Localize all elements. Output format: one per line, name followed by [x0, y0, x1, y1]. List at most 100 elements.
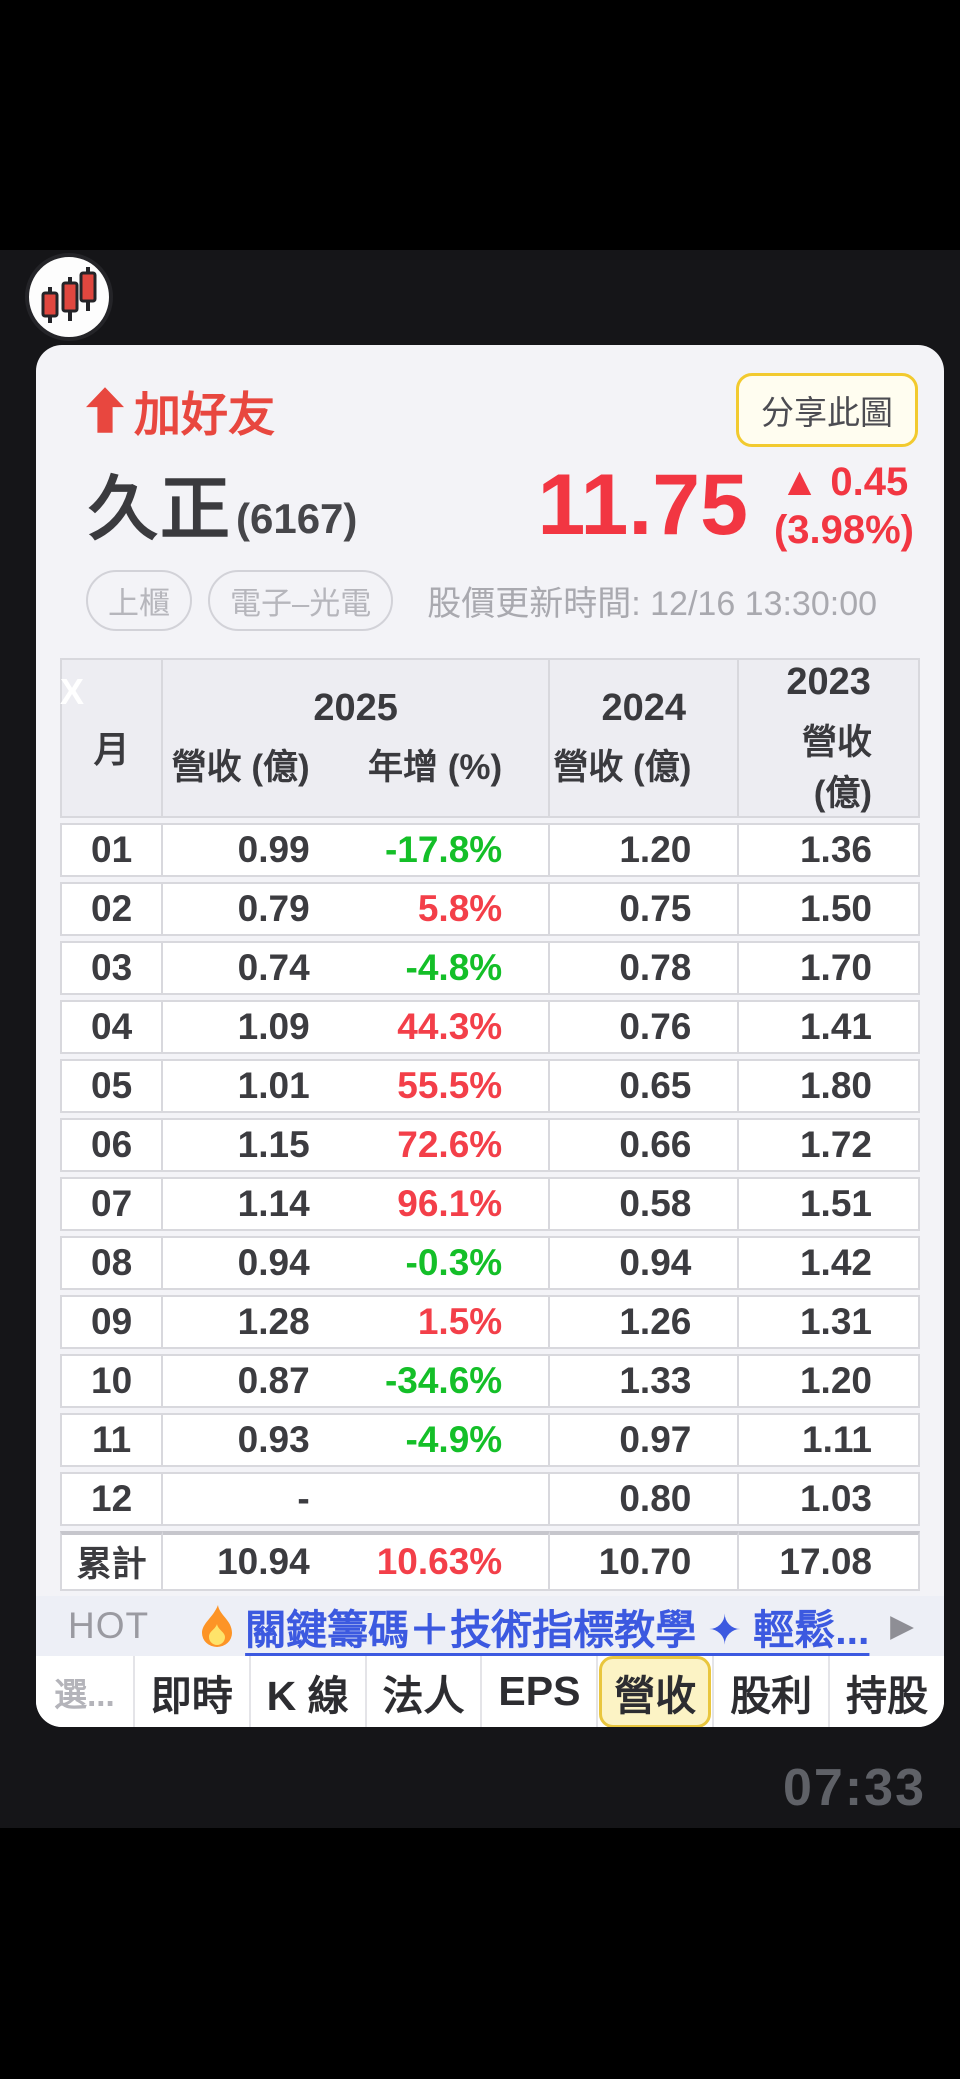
table-row: 04 1.09 44.3% 0.76 1.41: [60, 999, 920, 1054]
market-tag: 上櫃: [86, 570, 192, 631]
cell-2025-group: 0.79 5.8%: [163, 881, 551, 936]
cell-yoy-2025: -0.3%: [405, 1241, 503, 1283]
cell-revenue-2024: 10.70: [550, 1530, 740, 1591]
hot-promo-link[interactable]: 關鍵籌碼＋技術指標教學 ✦ 輕鬆...: [199, 1596, 869, 1656]
up-arrow-icon: [86, 387, 124, 433]
cell-month: 02: [60, 881, 164, 936]
tab-法人[interactable]: 法人: [364, 1655, 481, 1727]
cell-revenue-2023: 1.42: [739, 1235, 920, 1290]
price-change-percent: (3.98%): [773, 508, 914, 552]
cell-month: 01: [60, 822, 164, 877]
table-row: 01 0.99 -17.8% 1.20 1.36: [60, 822, 920, 877]
table-row: 08 0.94 -0.3% 0.94 1.42: [60, 1235, 920, 1290]
cell-revenue-2023: 1.50: [739, 881, 920, 936]
cell-revenue-2024: 0.65: [550, 1058, 740, 1113]
cell-2025-group: 1.01 55.5%: [163, 1058, 551, 1113]
tab-持股[interactable]: 持股: [828, 1655, 944, 1727]
cell-revenue-2023: 1.31: [739, 1294, 920, 1349]
cell-revenue-2025: 10.94: [217, 1540, 310, 1582]
cell-yoy-2025: 55.5%: [397, 1064, 503, 1106]
revenue-table-wrap: X 月 2025 營收 (億) 年增 (%): [60, 653, 920, 1596]
cell-2025-group: 0.87 -34.6%: [163, 1353, 551, 1408]
header-2025-group: 2025 營收 (億) 年增 (%): [163, 658, 551, 818]
cell-revenue-2025: 1.01: [237, 1064, 310, 1106]
cell-revenue-2024: 0.80: [550, 1471, 740, 1526]
cell-month: 04: [60, 999, 164, 1054]
cell-revenue-2023: 1.41: [739, 999, 920, 1054]
cell-month: 10: [60, 1353, 164, 1408]
tab-K線[interactable]: K 線: [248, 1655, 365, 1727]
tab-label: EPS: [498, 1668, 581, 1715]
tab-即時[interactable]: 即時: [132, 1655, 249, 1727]
price-change-value: ▲ 0.45: [779, 460, 909, 504]
cell-revenue-2023: 1.51: [739, 1176, 920, 1231]
tab-label: 選...: [54, 1675, 115, 1713]
video-timestamp: 07:33: [783, 1759, 926, 1817]
table-row: 11 0.93 -4.9% 0.97 1.11: [60, 1412, 920, 1467]
header-revenue-2025: 營收 (億): [171, 748, 310, 788]
tab-label: 法人: [382, 1672, 465, 1719]
tab-label: 股利: [730, 1672, 813, 1719]
cell-2025-group: 0.93 -4.9%: [163, 1412, 551, 1467]
cell-2025-group: 1.28 1.5%: [163, 1294, 551, 1349]
cell-2025-group: 0.99 -17.8%: [163, 822, 551, 877]
cell-2025-group: 1.15 72.6%: [163, 1117, 551, 1172]
cell-2025-group: 0.94 -0.3%: [163, 1235, 551, 1290]
cell-month: 累計: [60, 1530, 164, 1591]
cell-yoy-2025: 96.1%: [397, 1182, 503, 1224]
cell-revenue-2024: 1.26: [550, 1294, 740, 1349]
stock-price: 11.75: [537, 457, 748, 554]
cell-revenue-2024: 1.20: [550, 822, 740, 877]
cell-2025-group: 0.74 -4.8%: [163, 940, 551, 995]
chevron-right-icon[interactable]: ▶: [890, 1607, 914, 1643]
hot-link-text: 關鍵籌碼＋技術指標教學 ✦ 輕鬆...: [245, 1606, 870, 1653]
bottom-tab-bar: 選... 即時 K 線法人 EPS 營收 股利 持股: [36, 1655, 944, 1727]
table-total-row: 累計 10.94 10.63% 10.70 17.08: [60, 1530, 920, 1591]
tab-選[interactable]: 選...: [36, 1656, 133, 1727]
cell-revenue-2024: 0.97: [550, 1412, 740, 1467]
cell-month: 08: [60, 1235, 164, 1290]
table-row: 10 0.87 -34.6% 1.33 1.20: [60, 1353, 920, 1408]
header-2024: 2024 營收 (億): [550, 658, 740, 818]
cell-revenue-2024: 0.75: [550, 881, 740, 936]
cell-revenue-2025: -: [297, 1477, 310, 1519]
cell-revenue-2025: 1.28: [237, 1300, 310, 1342]
tab-EPS[interactable]: EPS: [480, 1655, 596, 1727]
cell-yoy-2025: -4.8%: [405, 946, 503, 988]
cell-revenue-2025: 0.93: [237, 1418, 310, 1460]
cell-2025-group: 10.94 10.63%: [163, 1530, 551, 1591]
cell-revenue-2024: 0.66: [550, 1117, 740, 1172]
stock-card: 加好友 分享此圖 久正 (6167) 11.75 ▲ 0.45 (3.98%): [36, 345, 944, 1727]
cell-2025-group: -: [163, 1471, 551, 1526]
tab-label: 營收: [599, 1655, 712, 1727]
cell-revenue-2024: 0.78: [550, 940, 740, 995]
cell-yoy-2025: -4.9%: [405, 1418, 503, 1460]
cell-month: 09: [60, 1294, 164, 1349]
header-year-2024: 2024: [601, 686, 687, 729]
cell-revenue-2023: 17.08: [739, 1530, 920, 1591]
cell-yoy-2025: 10.63%: [376, 1540, 503, 1582]
hot-banner: HOT 關鍵籌碼＋技術指標教學 ✦ 輕鬆... ▶: [36, 1595, 944, 1656]
tab-營收[interactable]: 營收: [596, 1655, 712, 1727]
close-watermark-icon[interactable]: X: [60, 671, 85, 712]
cell-revenue-2025: 1.15: [237, 1123, 310, 1165]
share-image-button[interactable]: 分享此圖: [736, 373, 918, 447]
cell-revenue-2025: 0.87: [237, 1359, 310, 1401]
header-yoy-2025: 年增 (%): [368, 748, 503, 788]
stock-name: 久正: [88, 470, 232, 548]
candlestick-chart-icon: [25, 253, 113, 341]
cell-yoy-2025: -17.8%: [384, 828, 503, 870]
cell-yoy-2025: 44.3%: [397, 1005, 503, 1047]
cell-yoy-2025: 1.5%: [417, 1300, 503, 1342]
cell-month: 11: [60, 1412, 164, 1467]
cell-revenue-2023: 1.36: [739, 822, 920, 877]
flame-icon: [202, 1604, 233, 1647]
table-row: 03 0.74 -4.8% 0.78 1.70: [60, 940, 920, 995]
cell-2025-group: 1.09 44.3%: [163, 999, 551, 1054]
cell-yoy-2025: 72.6%: [397, 1123, 503, 1165]
cell-revenue-2024: 1.33: [550, 1353, 740, 1408]
add-friend-button[interactable]: 加好友: [86, 376, 275, 445]
header-2023: 2023 營收 (億): [739, 658, 920, 818]
tab-股利[interactable]: 股利: [712, 1655, 828, 1727]
